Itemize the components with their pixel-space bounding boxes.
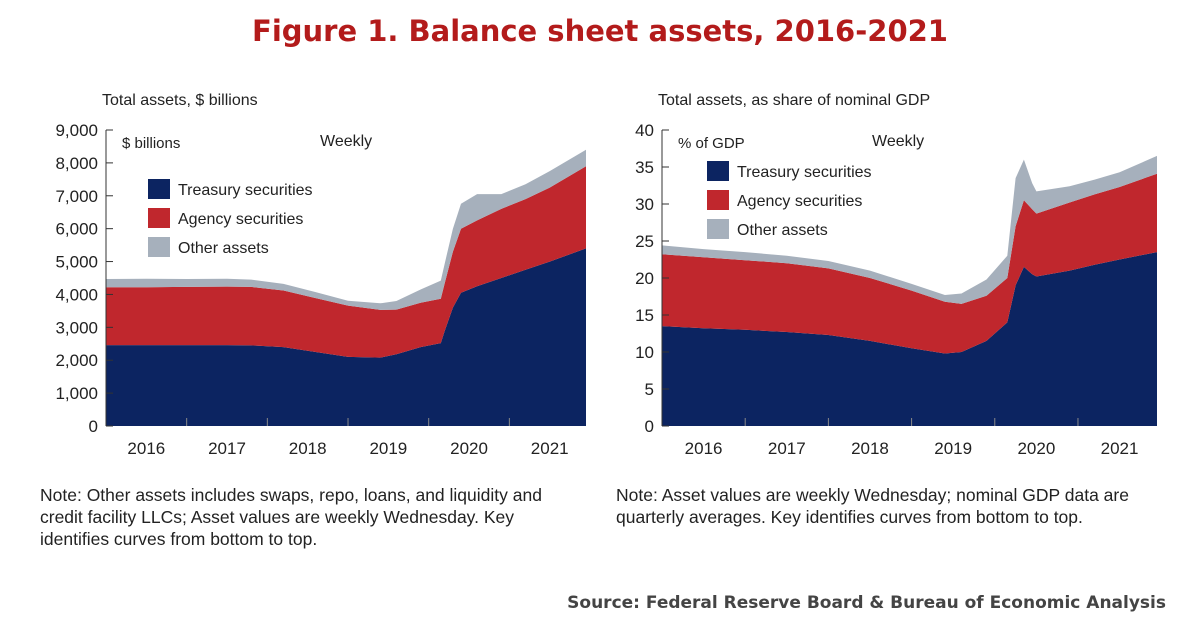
x-tick-label: 2020 xyxy=(450,439,488,458)
chart-title: Total assets, $ billions xyxy=(102,92,258,109)
legend-swatch-treasury xyxy=(707,161,729,181)
x-tick-label: 2018 xyxy=(851,439,889,458)
series-area-other xyxy=(662,155,1157,304)
x-tick-label: 2017 xyxy=(208,439,246,458)
series-area-agency xyxy=(662,173,1157,354)
x-tick-label: 2019 xyxy=(934,439,972,458)
right-chart-note: Note: Asset values are weekly Wednesday;… xyxy=(616,485,1129,527)
y-tick-label: 5 xyxy=(645,380,654,399)
legend-label: Other assets xyxy=(178,240,269,257)
assets-billions-chart: 0 1,000 2,000 3,000 4,000 5,000 6,000 7,000 8,00… xyxy=(55,121,586,458)
legend-swatch-agency xyxy=(707,190,729,210)
y-tick-label: 15 xyxy=(635,306,654,325)
legend-label: Agency securities xyxy=(178,211,303,228)
legend-swatch-agency xyxy=(148,208,170,228)
assets-gdp-share-chart: 0 5 10 15 20 25 30 35 40 2016 2017 2018 2019 2020 2021… xyxy=(635,121,1157,458)
y-tick-label: 3,000 xyxy=(55,318,98,337)
source-credit: Source: Federal Reserve Board & Bureau o… xyxy=(567,593,1166,613)
unit-label: $ billions xyxy=(122,135,180,152)
legend-swatch-other xyxy=(707,219,729,239)
y-tick-label: 35 xyxy=(635,158,654,177)
y-tick-label: 30 xyxy=(635,195,654,214)
legend-label: Treasury securities xyxy=(178,182,313,199)
x-tick-label: 2017 xyxy=(768,439,806,458)
y-tick-label: 10 xyxy=(635,343,654,362)
y-tick-label: 4,000 xyxy=(55,285,98,304)
legend-label: Treasury securities xyxy=(737,164,872,181)
y-tick-label: 25 xyxy=(635,232,654,251)
chart-title: Total assets, as share of nominal GDP xyxy=(658,92,931,109)
x-tick-label: 2020 xyxy=(1017,439,1055,458)
x-tick-label: 2018 xyxy=(289,439,327,458)
y-tick-label: 7,000 xyxy=(55,187,98,206)
figure-title: Figure 1. Balance sheet assets, 2016-202… xyxy=(252,14,948,48)
y-tick-label: 9,000 xyxy=(55,121,98,140)
frequency-label: Weekly xyxy=(320,133,372,150)
x-tick-label: 2019 xyxy=(369,439,407,458)
unit-label: % of GDP xyxy=(678,135,745,152)
series-area-agency xyxy=(106,166,586,358)
y-tick-label: 8,000 xyxy=(55,154,98,173)
legend-label: Agency securities xyxy=(737,193,862,210)
legend-swatch-other xyxy=(148,237,170,257)
y-tick-label: 6,000 xyxy=(55,220,98,239)
left-chart-note: Note: Other assets includes swaps, repo,… xyxy=(40,485,542,549)
series-area-treasury xyxy=(106,248,586,426)
y-tick-label: 2,000 xyxy=(55,351,98,370)
x-tick-label: 2016 xyxy=(127,439,165,458)
y-tick-label: 1,000 xyxy=(55,384,98,403)
y-tick-label: 0 xyxy=(89,417,98,436)
y-tick-label: 0 xyxy=(645,417,654,436)
frequency-label: Weekly xyxy=(872,133,924,150)
assets-gdp-share-panel: Total assets, as share of nominal GDP 0 5… xyxy=(616,92,1176,472)
x-tick-label: 2021 xyxy=(531,439,569,458)
assets-billions-panel: Total assets, $ billions 0 1,000 2,000 3,00… xyxy=(40,92,600,472)
legend-swatch-treasury xyxy=(148,179,170,199)
x-tick-label: 2021 xyxy=(1101,439,1139,458)
y-tick-label: 40 xyxy=(635,121,654,140)
series-area-treasury xyxy=(662,252,1157,426)
y-tick-label: 5,000 xyxy=(55,253,98,272)
legend-label: Other assets xyxy=(737,222,828,239)
y-tick-label: 20 xyxy=(635,269,654,288)
x-tick-label: 2016 xyxy=(685,439,723,458)
